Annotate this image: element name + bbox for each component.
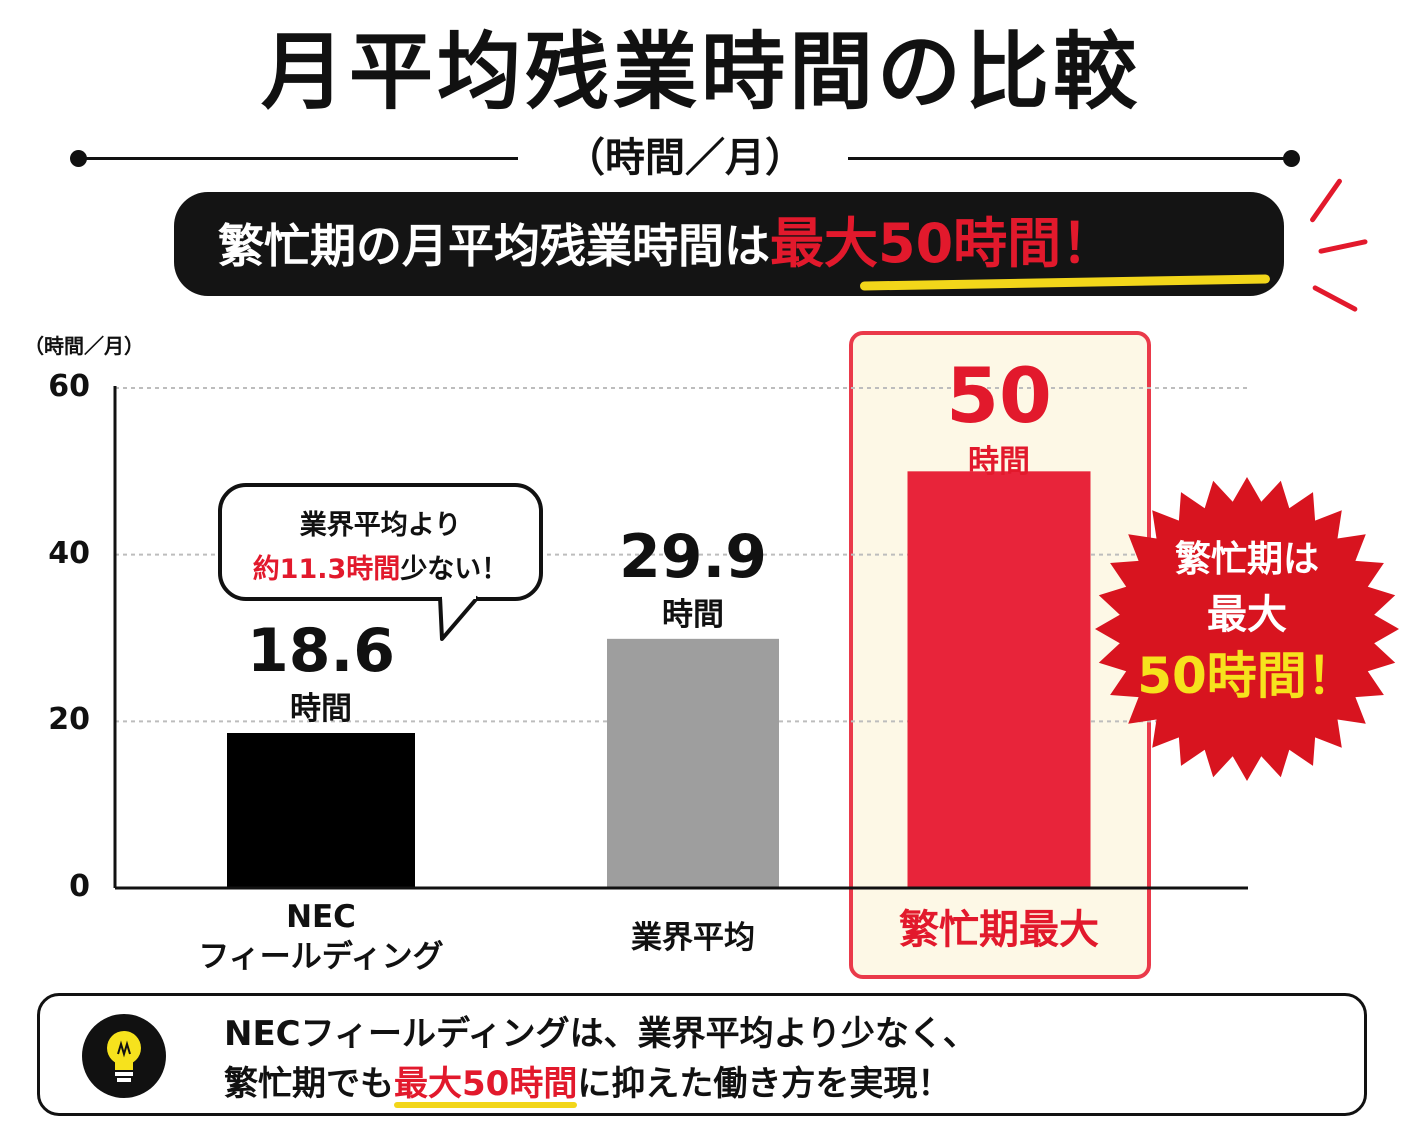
x-tick-label-line: フィールディング (198, 939, 444, 975)
summary-post: に抑えた働き方を実現！ (577, 1064, 952, 1104)
headline-banner: 繁忙期の月平均残業時間は最大50時間！ (174, 192, 1284, 296)
banner-lead: 繁忙期の月平均残業時間は (218, 219, 770, 273)
bar-2 (607, 638, 779, 888)
summary-line2: 繁忙期でも最大50時間 に抑えた働き方を実現！ (224, 1056, 952, 1108)
subtitle-row: （時間／月） (70, 128, 1300, 188)
bar-value-label: 18.6 (246, 616, 396, 686)
bar-value-label: 29.9 (618, 521, 768, 592)
callout-tail (438, 595, 480, 641)
y-tick-label: 0 (69, 869, 90, 904)
summary-highlight: 最大50時間 (394, 1064, 578, 1108)
rule-line-right (848, 157, 1292, 160)
x-tick-label: 繁忙期最大 (839, 910, 1159, 950)
banner-text: 繁忙期の月平均残業時間は最大50時間！ (218, 192, 1115, 298)
bar-unit-label: 時間 (290, 691, 352, 727)
callout-rest: 少ない！ (400, 554, 509, 585)
x-tick-label: NEC フィールディング (161, 897, 481, 977)
callout-line2: 約11.3時間少ない！ (222, 547, 539, 586)
starburst-line2: 最大 (1207, 592, 1287, 638)
starburst-line3: 50時間！ (1137, 647, 1357, 705)
x-tick-label-line: 業界平均 (631, 920, 755, 956)
callout-line1: 業界平均より (299, 510, 462, 541)
bar-3 (907, 471, 1091, 888)
bar-unit-label: 時間 (662, 596, 724, 633)
y-tick-label: 20 (48, 702, 90, 738)
bar-value-label: 50 (946, 351, 1052, 440)
rule-dot-right (1283, 150, 1300, 167)
rule-line-left (78, 157, 518, 160)
page-title: 月平均残業時間の比較 (260, 23, 1141, 121)
y-tick-label: 60 (48, 369, 90, 404)
y-tick-label: 40 (48, 535, 90, 571)
bar-unit-label: 時間 (968, 444, 1030, 480)
summary-line1: NECフィールディングは、業界平均より少なく、 (224, 1014, 977, 1054)
subtitle: （時間／月） (565, 135, 805, 181)
x-tick-label: 業界平均 (533, 918, 853, 958)
lightbulb-icon (82, 1014, 166, 1098)
banner-highlight: 最大50時間！ (770, 212, 1116, 275)
comparison-callout: 業界平均より 約11.3時間少ない！ (218, 483, 543, 601)
callout-highlight: 約11.3時間 (252, 554, 401, 585)
x-tick-label-line: 繁忙期最大 (899, 907, 1099, 953)
summary-box: NECフィールディングは、業界平均より少なく、 繁忙期でも最大50時間 に抑えた働… (37, 993, 1367, 1116)
x-tick-label-line: NEC (286, 899, 356, 935)
bar-1 (227, 733, 415, 888)
starburst-line1: 繁忙期は (1174, 539, 1319, 580)
summary-pre: 繁忙期でも (224, 1064, 394, 1104)
starburst-badge: 繁忙期は 最大 50時間！ (1092, 474, 1402, 784)
y-unit-label: （時間／月） (24, 334, 144, 358)
summary-underline (394, 1102, 578, 1108)
starburst-shape (1095, 477, 1399, 781)
summary-highlight-text: 最大50時間 (394, 1064, 578, 1104)
